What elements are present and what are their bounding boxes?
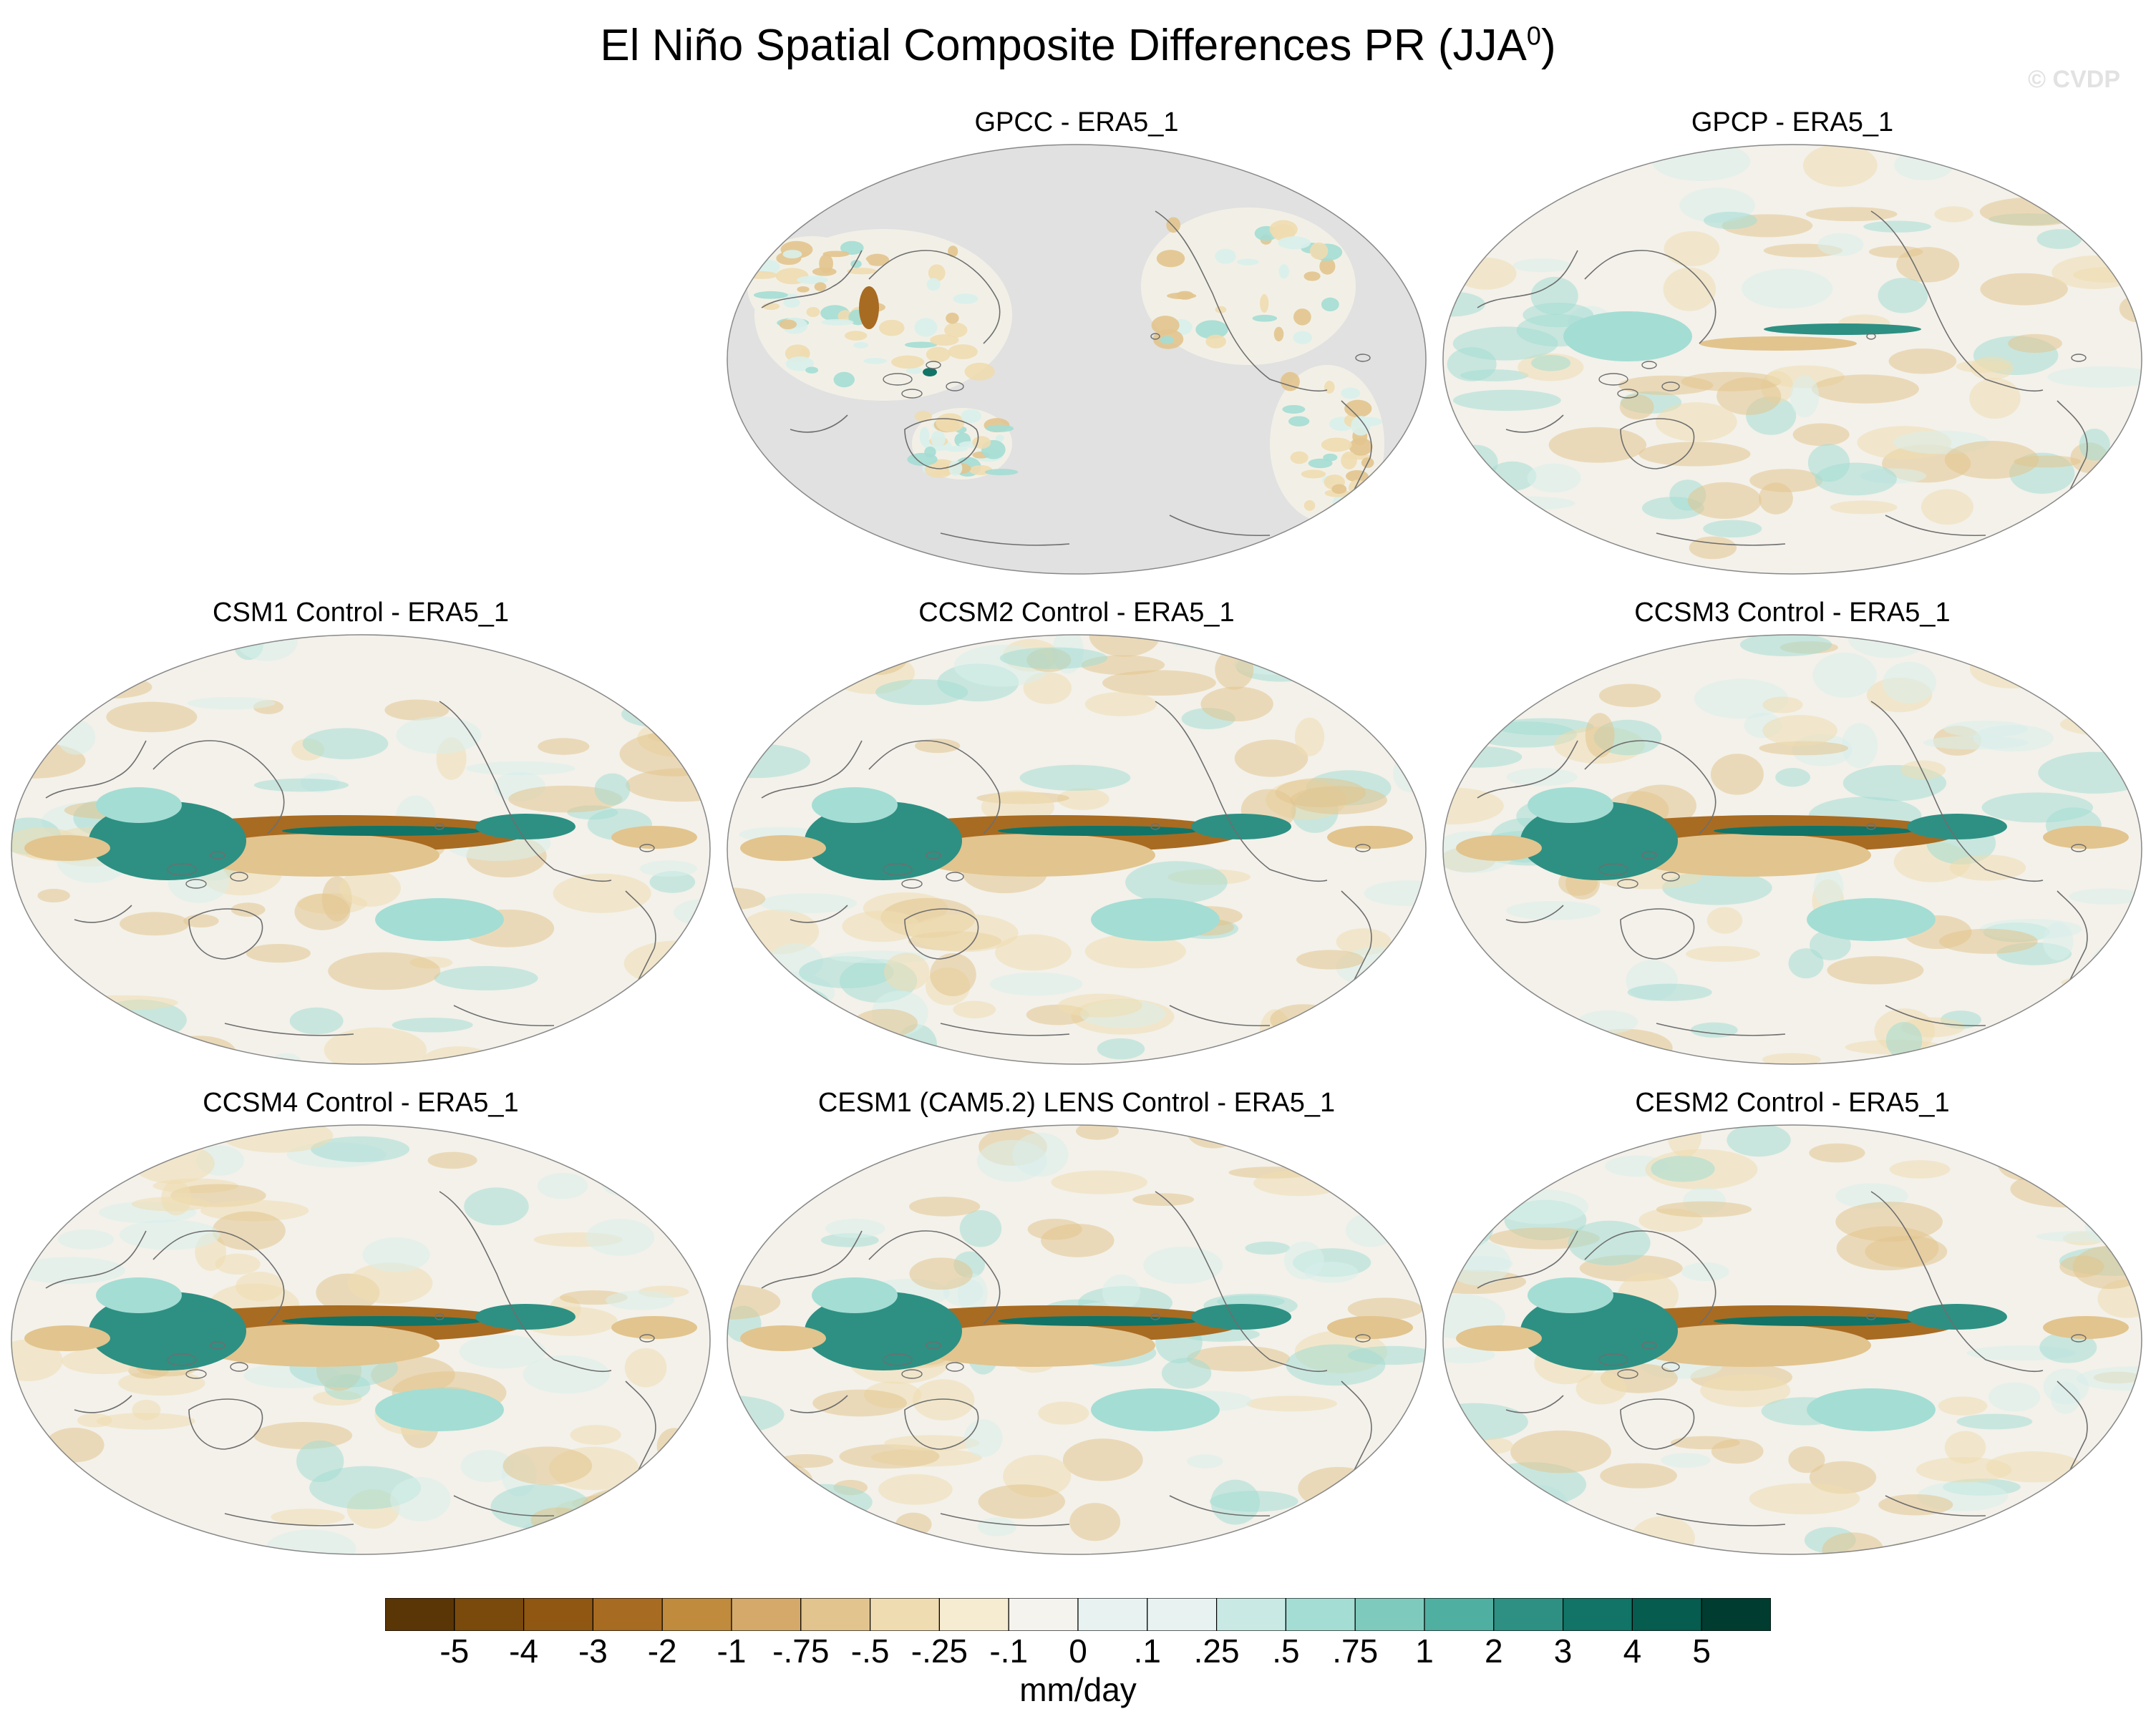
colorbar-units: mm/day	[1019, 1671, 1137, 1708]
figure-title-superscript: 0	[1526, 21, 1541, 51]
robinson-map	[727, 634, 1427, 1065]
colorbar-tick-label: -4	[509, 1632, 539, 1670]
colorbar-tick-label: 4	[1623, 1632, 1642, 1670]
robinson-map	[1442, 1124, 2142, 1555]
figure-title-close: )	[1540, 21, 1556, 70]
colorbar-tick-label: 3	[1553, 1632, 1573, 1670]
colorbar-swatch	[938, 1598, 1009, 1631]
colorbar-swatch	[454, 1598, 525, 1631]
robinson-map	[11, 634, 711, 1065]
colorbar-swatch	[1424, 1598, 1495, 1631]
colorbar-tick-label: -3	[578, 1632, 608, 1670]
map-panel: CCSM3 Control - ERA5_1	[1442, 598, 2143, 1070]
colorbar-tick-label: 0	[1069, 1632, 1087, 1670]
colorbar-tick-label: 1	[1415, 1632, 1434, 1670]
map-panel: CESM2 Control - ERA5_1	[1442, 1088, 2143, 1560]
colorbar-tick-label: .5	[1272, 1632, 1300, 1670]
colorbar-swatch	[1354, 1598, 1425, 1631]
colorbar-tick-label: .25	[1193, 1632, 1240, 1670]
panel-title: CSM1 Control - ERA5_1	[213, 598, 509, 628]
panel-title: CCSM4 Control - ERA5_1	[203, 1088, 519, 1118]
colorbar-swatch	[1008, 1598, 1079, 1631]
robinson-map	[11, 1124, 711, 1555]
colorbar-swatch	[661, 1598, 732, 1631]
map-panel: GPCP - ERA5_1	[1442, 107, 2143, 580]
colorbar-swatch	[592, 1598, 663, 1631]
map-panel: CESM1 (CAM5.2) LENS Control - ERA5_1	[726, 1088, 1427, 1560]
colorbar	[385, 1598, 1771, 1631]
robinson-map	[727, 1124, 1427, 1555]
map-panel: CCSM2 Control - ERA5_1	[726, 598, 1427, 1070]
colorbar-tick-label: -2	[647, 1632, 677, 1670]
colorbar-tick-label: -.75	[772, 1632, 830, 1670]
panel-title: CCSM2 Control - ERA5_1	[918, 598, 1235, 628]
figure-title: El Niño Spatial Composite Differences PR…	[0, 20, 2156, 71]
robinson-map	[1442, 634, 2142, 1065]
panel-title: CESM2 Control - ERA5_1	[1635, 1088, 1950, 1118]
colorbar-swatch	[1562, 1598, 1633, 1631]
colorbar-swatch	[523, 1598, 594, 1631]
panel-title: GPCP - ERA5_1	[1691, 107, 1894, 137]
robinson-map	[1442, 144, 2142, 575]
colorbar-swatch	[800, 1598, 871, 1631]
colorbar-swatch	[1147, 1598, 1218, 1631]
map-panel: CSM1 Control - ERA5_1	[10, 598, 712, 1070]
colorbar-tick-label: -.5	[850, 1632, 890, 1670]
panel-title: GPCC - ERA5_1	[974, 107, 1179, 137]
robinson-map	[727, 144, 1427, 575]
colorbar-swatch	[1631, 1598, 1702, 1631]
map-panel: GPCC - ERA5_1	[726, 107, 1427, 580]
colorbar-tick-label: 5	[1692, 1632, 1711, 1670]
colorbar-swatch	[1077, 1598, 1148, 1631]
panel-title: CCSM3 Control - ERA5_1	[1634, 598, 1951, 628]
colorbar-tick-label: -1	[717, 1632, 747, 1670]
colorbar-swatch	[869, 1598, 940, 1631]
colorbar-tick-label: -5	[440, 1632, 470, 1670]
cvdp-watermark: © CVDP	[2028, 66, 2120, 93]
colorbar-tick-label: -.1	[989, 1632, 1029, 1670]
map-panel: CCSM4 Control - ERA5_1	[10, 1088, 712, 1560]
colorbar-tick-label: .1	[1133, 1632, 1161, 1670]
colorbar-tick-label: 2	[1485, 1632, 1503, 1670]
panel-title: CESM1 (CAM5.2) LENS Control - ERA5_1	[817, 1088, 1336, 1118]
colorbar-swatch	[385, 1598, 455, 1631]
figure-title-text: El Niño Spatial Composite Differences PR…	[600, 21, 1527, 70]
colorbar-swatch	[1215, 1598, 1286, 1631]
colorbar-tick-label: -.25	[911, 1632, 968, 1670]
colorbar-tick-label: .75	[1332, 1632, 1379, 1670]
colorbar-swatch	[731, 1598, 802, 1631]
colorbar-swatch	[1285, 1598, 1356, 1631]
colorbar-swatch	[1493, 1598, 1564, 1631]
colorbar-swatch	[1701, 1598, 1771, 1631]
